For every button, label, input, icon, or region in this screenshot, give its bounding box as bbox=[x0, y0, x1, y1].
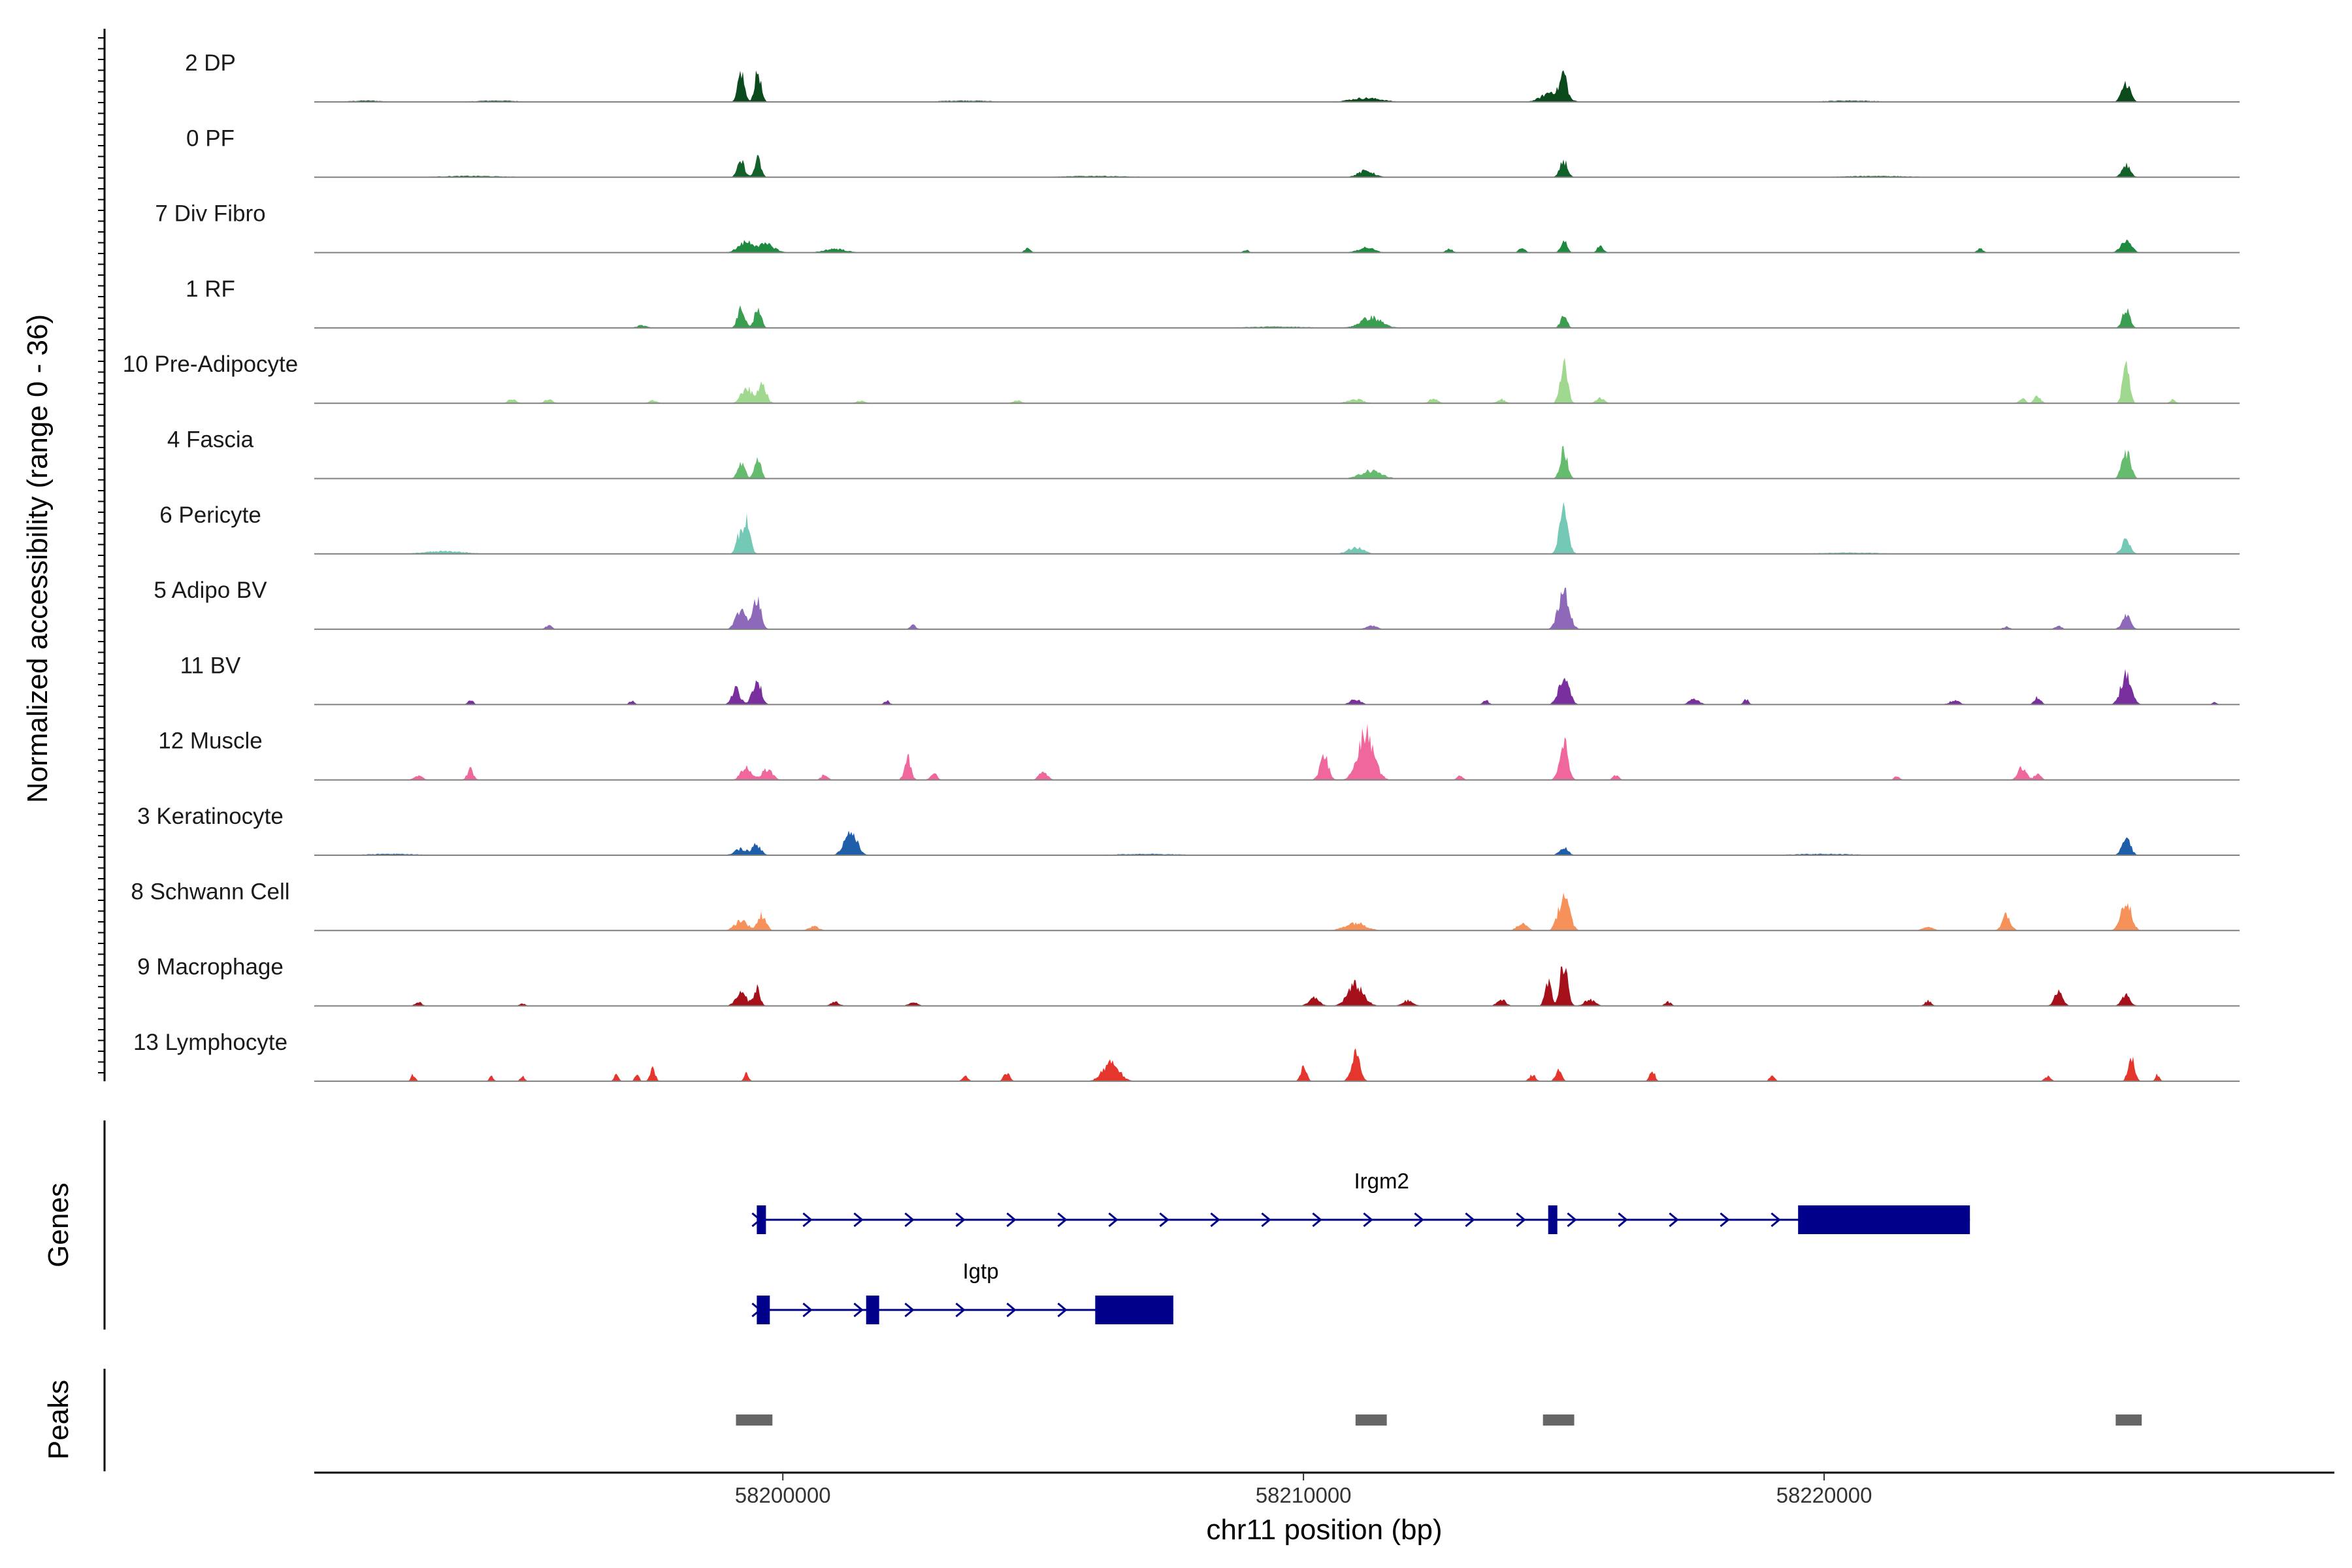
track-label: 12 Muscle bbox=[158, 728, 263, 754]
strand-arrow-icon bbox=[1567, 1212, 1577, 1228]
gene-exon bbox=[1095, 1296, 1173, 1324]
strand-arrow-icon bbox=[1516, 1212, 1526, 1228]
coverage-signal bbox=[314, 446, 2240, 479]
coverage-signal bbox=[314, 70, 2240, 102]
track-label: 6 Pericyte bbox=[159, 502, 261, 528]
gene-name-label: Irgm2 bbox=[1354, 1169, 1409, 1193]
strand-arrow-icon bbox=[955, 1212, 966, 1228]
strand-arrow-icon bbox=[1006, 1302, 1017, 1318]
coverage-track: 2 DP bbox=[185, 50, 2240, 103]
coverage-track: 0 PF bbox=[186, 125, 2240, 178]
coverage-track: 7 Div Fibro bbox=[155, 201, 2240, 253]
coverage-signal bbox=[314, 892, 2240, 931]
coverage-track: 11 BV bbox=[180, 653, 2240, 706]
coverage-signal bbox=[314, 723, 2240, 780]
coverage-track: 12 Muscle bbox=[158, 723, 2240, 781]
strand-arrow-icon bbox=[955, 1302, 966, 1318]
coverage-signal bbox=[314, 305, 2240, 328]
coverage-y-axis-ticks bbox=[98, 37, 105, 1073]
genes-panel-label: Genes bbox=[42, 1183, 74, 1267]
coverage-track: 5 Adipo BV bbox=[154, 578, 2240, 630]
gene-exon bbox=[757, 1205, 766, 1234]
strand-arrow-icon bbox=[802, 1302, 813, 1318]
strand-arrow-icon bbox=[1108, 1212, 1119, 1228]
track-label: 2 DP bbox=[185, 50, 236, 76]
strand-arrow-icon bbox=[1210, 1212, 1220, 1228]
coverage-track: 9 Macrophage bbox=[137, 955, 2240, 1007]
strand-arrow-icon bbox=[1312, 1212, 1322, 1228]
strand-arrow-icon bbox=[1414, 1212, 1424, 1228]
gene-model: Irgm2 bbox=[751, 1169, 1970, 1234]
strand-arrow-icon bbox=[1669, 1212, 1679, 1228]
peak-region bbox=[1355, 1414, 1387, 1426]
strand-arrow-icon bbox=[1465, 1212, 1475, 1228]
coverage-signal bbox=[314, 239, 2240, 253]
strand-arrow-icon bbox=[1363, 1212, 1373, 1228]
coverage-signal bbox=[314, 502, 2240, 554]
strand-arrow-icon bbox=[1057, 1212, 1068, 1228]
strand-arrow-icon bbox=[802, 1212, 813, 1228]
gene-model: Igtp bbox=[751, 1259, 1173, 1324]
track-label: 5 Adipo BV bbox=[154, 578, 267, 603]
coverage-signal bbox=[314, 830, 2240, 855]
coverage-track: 1 RF bbox=[186, 276, 2240, 329]
peaks-panel-label: Peaks bbox=[42, 1380, 74, 1460]
strand-arrow-icon bbox=[853, 1212, 864, 1228]
gene-exon bbox=[757, 1296, 770, 1324]
track-label: 3 Keratinocyte bbox=[137, 804, 284, 829]
coverage-track: 13 Lymphocyte bbox=[133, 1030, 2240, 1082]
peak-region bbox=[1543, 1414, 1575, 1426]
strand-arrow-icon bbox=[1159, 1212, 1169, 1228]
track-label: 10 Pre-Adipocyte bbox=[123, 351, 298, 377]
peak-region bbox=[736, 1414, 773, 1426]
coverage-track: 10 Pre-Adipocyte bbox=[123, 351, 2240, 404]
coverage-signal bbox=[314, 668, 2240, 705]
coverage-signal bbox=[314, 966, 2240, 1006]
gene-exon bbox=[1798, 1205, 1970, 1234]
peak-region bbox=[2115, 1414, 2142, 1426]
track-label: 4 Fascia bbox=[167, 427, 254, 453]
x-tick-label: 58220000 bbox=[1776, 1483, 1872, 1507]
coverage-signal bbox=[314, 587, 2240, 630]
x-axis-ticks: 58200000 58210000 58220000 bbox=[735, 1473, 1872, 1507]
track-label: 11 BV bbox=[180, 653, 241, 678]
coverage-signal bbox=[314, 155, 2240, 178]
strand-arrow-icon bbox=[1771, 1212, 1781, 1228]
gene-exon bbox=[1548, 1205, 1558, 1234]
x-tick-label: 58200000 bbox=[735, 1483, 831, 1507]
track-label: 1 RF bbox=[186, 276, 235, 302]
y-axis-title: Normalized accessibility (range 0 - 36) bbox=[22, 314, 54, 803]
strand-arrow-icon bbox=[904, 1212, 915, 1228]
gene-exon bbox=[866, 1296, 879, 1324]
strand-arrow-icon bbox=[853, 1302, 864, 1318]
track-label: 7 Div Fibro bbox=[155, 201, 265, 227]
coverage-track: 8 Schwann Cell bbox=[131, 879, 2240, 932]
strand-arrow-icon bbox=[1261, 1212, 1271, 1228]
track-label: 0 PF bbox=[186, 125, 235, 151]
gene-name-label: Igtp bbox=[963, 1259, 999, 1283]
strand-arrow-icon bbox=[904, 1302, 915, 1318]
coverage-track: 6 Pericyte bbox=[159, 502, 2240, 555]
coverage-track: 4 Fascia bbox=[167, 427, 2240, 480]
coverage-tracks-panel: 2 DP 0 PF 7 Div Fibro 1 RF 10 Pre-Adipocyte 4… bbox=[123, 50, 2240, 1082]
x-tick-label: 58210000 bbox=[1256, 1483, 1352, 1507]
strand-arrow-icon bbox=[1057, 1302, 1068, 1318]
coverage-signal bbox=[314, 1048, 2240, 1081]
x-axis-title: chr11 position (bp) bbox=[1206, 1514, 1442, 1546]
coverage-track: 3 Keratinocyte bbox=[137, 804, 2240, 856]
strand-arrow-icon bbox=[1720, 1212, 1730, 1228]
track-label: 8 Schwann Cell bbox=[131, 879, 289, 904]
track-label: 13 Lymphocyte bbox=[133, 1030, 287, 1055]
coverage-signal bbox=[314, 357, 2240, 404]
strand-arrow-icon bbox=[1006, 1212, 1017, 1228]
genes-panel: Irgm2 Igtp bbox=[751, 1169, 1970, 1324]
strand-arrow-icon bbox=[1618, 1212, 1628, 1228]
peaks-panel bbox=[736, 1414, 2142, 1426]
track-label: 9 Macrophage bbox=[137, 955, 284, 980]
